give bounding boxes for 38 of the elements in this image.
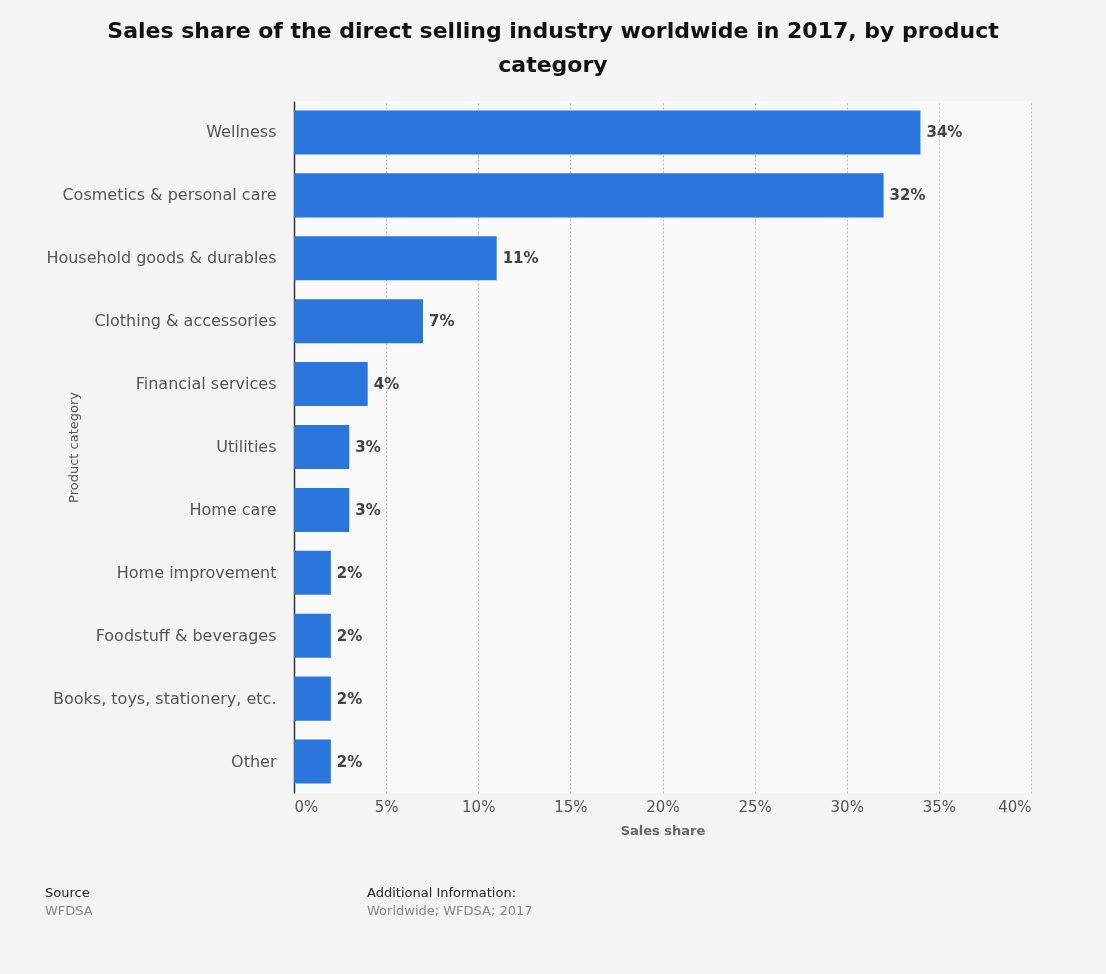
text: Additional Information: xyxy=(367,884,517,901)
data-label: 32% xyxy=(889,186,926,205)
y-axis-title: Product category xyxy=(65,391,81,503)
y-tick-label: Utilities xyxy=(216,437,277,456)
text: Worldwide; WFDSA; 2017 xyxy=(367,902,533,919)
data-label: 3% xyxy=(355,500,381,519)
y-tick-label: Clothing & accessories xyxy=(94,311,277,331)
y-tick-label: Household goods & durables xyxy=(46,248,277,268)
x-axis-title: Sales share xyxy=(620,822,706,838)
x-tick-label: 10% xyxy=(462,797,496,816)
y-tick-label: Home care xyxy=(189,499,277,519)
x-tick-label: 35% xyxy=(922,797,957,816)
y-tick-label: Financial services xyxy=(135,374,277,394)
x-tick-label: 30% xyxy=(830,797,864,816)
text: Source xyxy=(45,884,90,901)
data-label: 2% xyxy=(336,689,363,708)
text: WFDSA xyxy=(45,902,93,919)
data-label: 11% xyxy=(502,249,539,268)
chart-title: Sales share of the direct selling industry worldwide in 2017, by product category xyxy=(106,17,1000,79)
y-tick-label: Other xyxy=(231,751,277,771)
x-tick-label: 5% xyxy=(374,797,399,816)
y-tick-label: Foodstuff & beverages xyxy=(95,625,277,645)
x-tick-label: 25% xyxy=(738,797,772,816)
x-tick-label: 0% xyxy=(294,797,319,816)
data-label: 7% xyxy=(428,312,455,331)
data-label: 34% xyxy=(926,123,963,142)
x-tick-label: 40% xyxy=(998,797,1032,816)
y-tick-label: Home improvement xyxy=(116,562,277,582)
y-tick-label: Wellness xyxy=(206,122,277,142)
data-label: 4% xyxy=(373,375,400,394)
y-tick-label: Books, toys, stationery, etc. xyxy=(53,688,277,708)
y-tick-label: Cosmetics & personal care xyxy=(62,185,277,205)
x-tick-label: 15% xyxy=(554,797,588,816)
data-label: 2% xyxy=(336,626,363,645)
data-label: 2% xyxy=(336,563,363,582)
data-label: 3% xyxy=(355,438,381,456)
x-tick-label: 20% xyxy=(646,797,680,816)
data-label: 2% xyxy=(336,752,363,771)
